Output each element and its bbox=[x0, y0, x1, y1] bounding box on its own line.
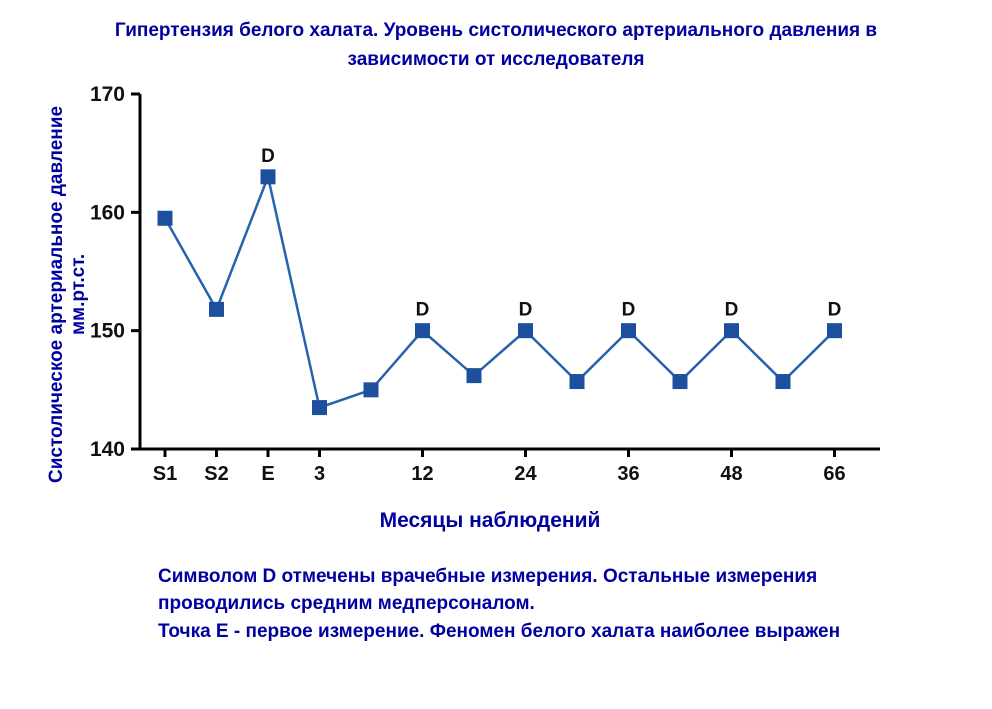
svg-text:160: 160 bbox=[90, 201, 125, 224]
caption-line: проводились средним медперсоналом. bbox=[158, 593, 535, 615]
svg-text:D: D bbox=[261, 146, 275, 167]
y-axis-label: Систолическое артериальное давление мм.р… bbox=[46, 105, 89, 483]
svg-text:D: D bbox=[725, 300, 739, 321]
svg-text:S2: S2 bbox=[204, 463, 228, 485]
svg-text:48: 48 bbox=[720, 463, 742, 485]
svg-text:3: 3 bbox=[314, 463, 325, 485]
svg-text:66: 66 bbox=[823, 463, 845, 485]
svg-text:12: 12 bbox=[411, 463, 433, 485]
svg-text:D: D bbox=[828, 300, 842, 321]
x-axis-label: Месяцы наблюдений bbox=[379, 508, 601, 532]
svg-text:140: 140 bbox=[90, 438, 125, 461]
svg-text:24: 24 bbox=[514, 463, 537, 485]
caption-line: Символом D отмечены врачебные измерения.… bbox=[158, 565, 818, 587]
svg-text:36: 36 bbox=[617, 463, 639, 485]
svg-text:170: 170 bbox=[90, 83, 125, 106]
svg-text:D: D bbox=[622, 300, 636, 321]
caption-line: Точка Е - первое измерение. Феномен бело… bbox=[158, 620, 841, 642]
chart-caption: Символом D отмечены врачебные измерения.… bbox=[158, 563, 992, 646]
chart-area: Систолическое артериальное давление мм.р… bbox=[46, 79, 992, 509]
chart-svg: 140 150 160 170 S1 S2 E 3 12 24 36 48 66 D D D D D D bbox=[90, 83, 880, 485]
svg-text:150: 150 bbox=[90, 320, 125, 343]
svg-text:D: D bbox=[519, 300, 533, 321]
chart-title: Гипертензия белого халата. Уровень систо… bbox=[114, 20, 878, 71]
svg-text:D: D bbox=[416, 300, 430, 321]
svg-text:E: E bbox=[261, 463, 274, 485]
svg-text:S1: S1 bbox=[153, 463, 177, 485]
